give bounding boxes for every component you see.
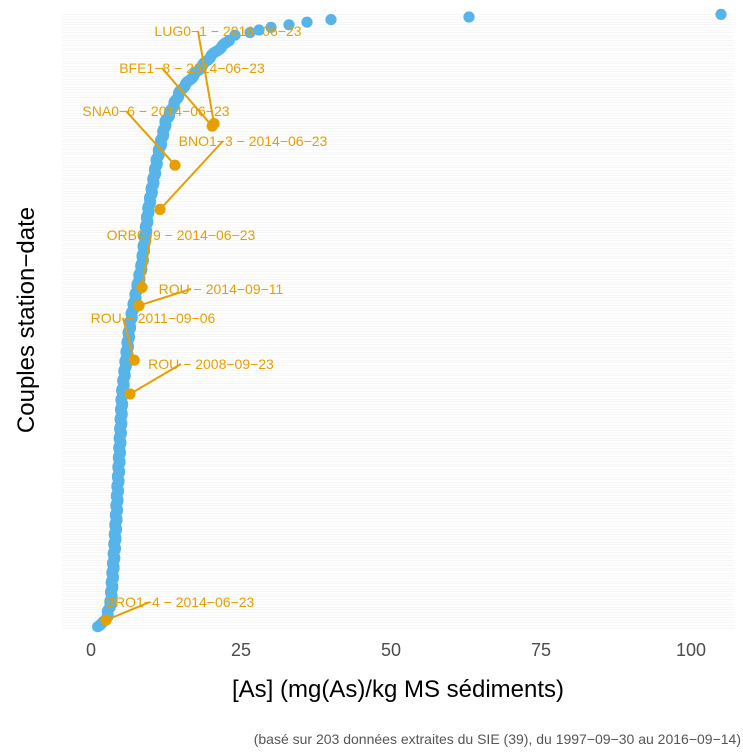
data-point	[229, 29, 241, 41]
label-connector	[197, 30, 215, 124]
data-point	[244, 26, 256, 39]
x-tick-label: 25	[231, 640, 251, 660]
data-point	[265, 21, 277, 33]
data-point	[253, 24, 265, 36]
data-point	[325, 14, 337, 26]
highlighted-point	[100, 614, 112, 626]
highlighted-points: LUG0−1 − 2016−06−23 BFE1−8 − 2014−06−23 SN…	[82, 23, 328, 626]
point-label: ORB0−9 − 2014−06−23	[107, 227, 256, 243]
point-label: SNA0−6 − 2014−06−23	[82, 103, 229, 119]
highlighted-point	[206, 120, 218, 132]
highlighted-point	[169, 159, 181, 171]
label-connector	[161, 67, 213, 127]
label-connector	[141, 234, 152, 288]
highlighted-point	[124, 388, 136, 400]
label-connector	[159, 140, 224, 211]
highlighted-point	[136, 281, 148, 293]
point-label: LUG0−1 − 2016−06−23	[154, 23, 301, 39]
label-connector	[138, 288, 192, 307]
y-axis-label: Couples station−date	[13, 207, 40, 433]
point-label: BRO1−4 − 2014−06−23	[106, 594, 255, 610]
chart-caption: (basé sur 203 données extraites du SIE (…	[254, 731, 741, 747]
x-tick-label: 50	[381, 640, 401, 660]
highlighted-point	[133, 300, 145, 312]
label-connector	[122, 317, 136, 361]
point-label: ROU − 2011−09−06	[91, 310, 216, 326]
label-connector	[125, 110, 176, 166]
x-tick-label: 100	[676, 640, 706, 660]
grid-lines	[62, 14, 734, 629]
highlighted-point	[128, 354, 140, 366]
data-point	[715, 8, 727, 20]
point-label: BFE1−8 − 2014−06−23	[119, 60, 265, 76]
label-connector	[129, 363, 182, 395]
x-tick-label: 0	[86, 640, 96, 660]
data-point	[301, 16, 313, 28]
label-connector	[105, 601, 151, 622]
x-tick-label: 75	[531, 640, 551, 660]
data-point	[283, 19, 295, 31]
highlighted-point	[154, 203, 166, 215]
point-label: ROU − 2014−09−11	[159, 281, 284, 297]
data-point	[463, 11, 475, 23]
x-axis-ticks: 0 25 50 75 100	[86, 640, 706, 660]
x-axis-label: [As] (mg(As)/kg MS sédiments)	[232, 676, 564, 703]
point-label: ROU − 2008−09−23	[148, 356, 274, 372]
point-label: BNO1−3 − 2014−06−23	[179, 133, 328, 149]
